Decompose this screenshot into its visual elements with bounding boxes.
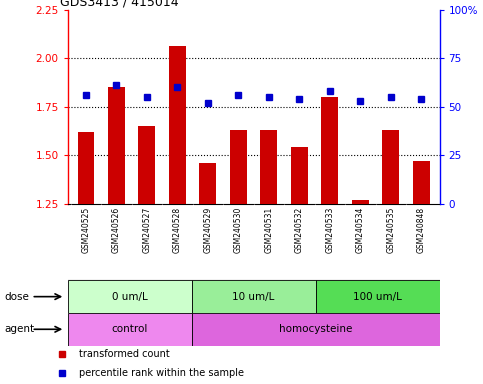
Text: GSM240529: GSM240529 [203, 207, 213, 253]
Text: 0 um/L: 0 um/L [112, 291, 147, 302]
Bar [108, 87, 125, 204]
Text: agent: agent [5, 324, 35, 334]
Text: GSM240532: GSM240532 [295, 207, 304, 253]
Text: GDS3413 / 415014: GDS3413 / 415014 [60, 0, 179, 8]
Text: GSM240535: GSM240535 [386, 207, 395, 253]
Text: GSM240534: GSM240534 [356, 207, 365, 253]
Bar [199, 163, 216, 204]
Bar [68, 313, 192, 346]
Bar [352, 200, 369, 204]
Text: GSM240531: GSM240531 [264, 207, 273, 253]
Bar [192, 280, 315, 313]
Text: homocysteine: homocysteine [279, 324, 352, 334]
Text: GSM240525: GSM240525 [82, 207, 90, 253]
Bar [315, 280, 440, 313]
Text: GSM240530: GSM240530 [234, 207, 243, 253]
Text: GSM240528: GSM240528 [173, 207, 182, 253]
Text: GSM240527: GSM240527 [142, 207, 151, 253]
Bar [192, 313, 440, 346]
Bar [291, 147, 308, 204]
Bar [78, 132, 94, 204]
Bar [321, 97, 338, 204]
Text: GSM240533: GSM240533 [325, 207, 334, 253]
Bar [413, 161, 429, 204]
Text: transformed count: transformed count [79, 349, 170, 359]
Text: 10 um/L: 10 um/L [232, 291, 275, 302]
Bar [383, 130, 399, 204]
Bar [139, 126, 155, 204]
Bar [260, 130, 277, 204]
Text: percentile rank within the sample: percentile rank within the sample [79, 368, 244, 378]
Text: control: control [112, 324, 148, 334]
Bar [68, 280, 192, 313]
Text: 100 um/L: 100 um/L [353, 291, 402, 302]
Text: GSM240848: GSM240848 [417, 207, 426, 253]
Text: dose: dose [5, 291, 30, 302]
Bar [169, 46, 186, 204]
Bar [230, 130, 247, 204]
Text: GSM240526: GSM240526 [112, 207, 121, 253]
